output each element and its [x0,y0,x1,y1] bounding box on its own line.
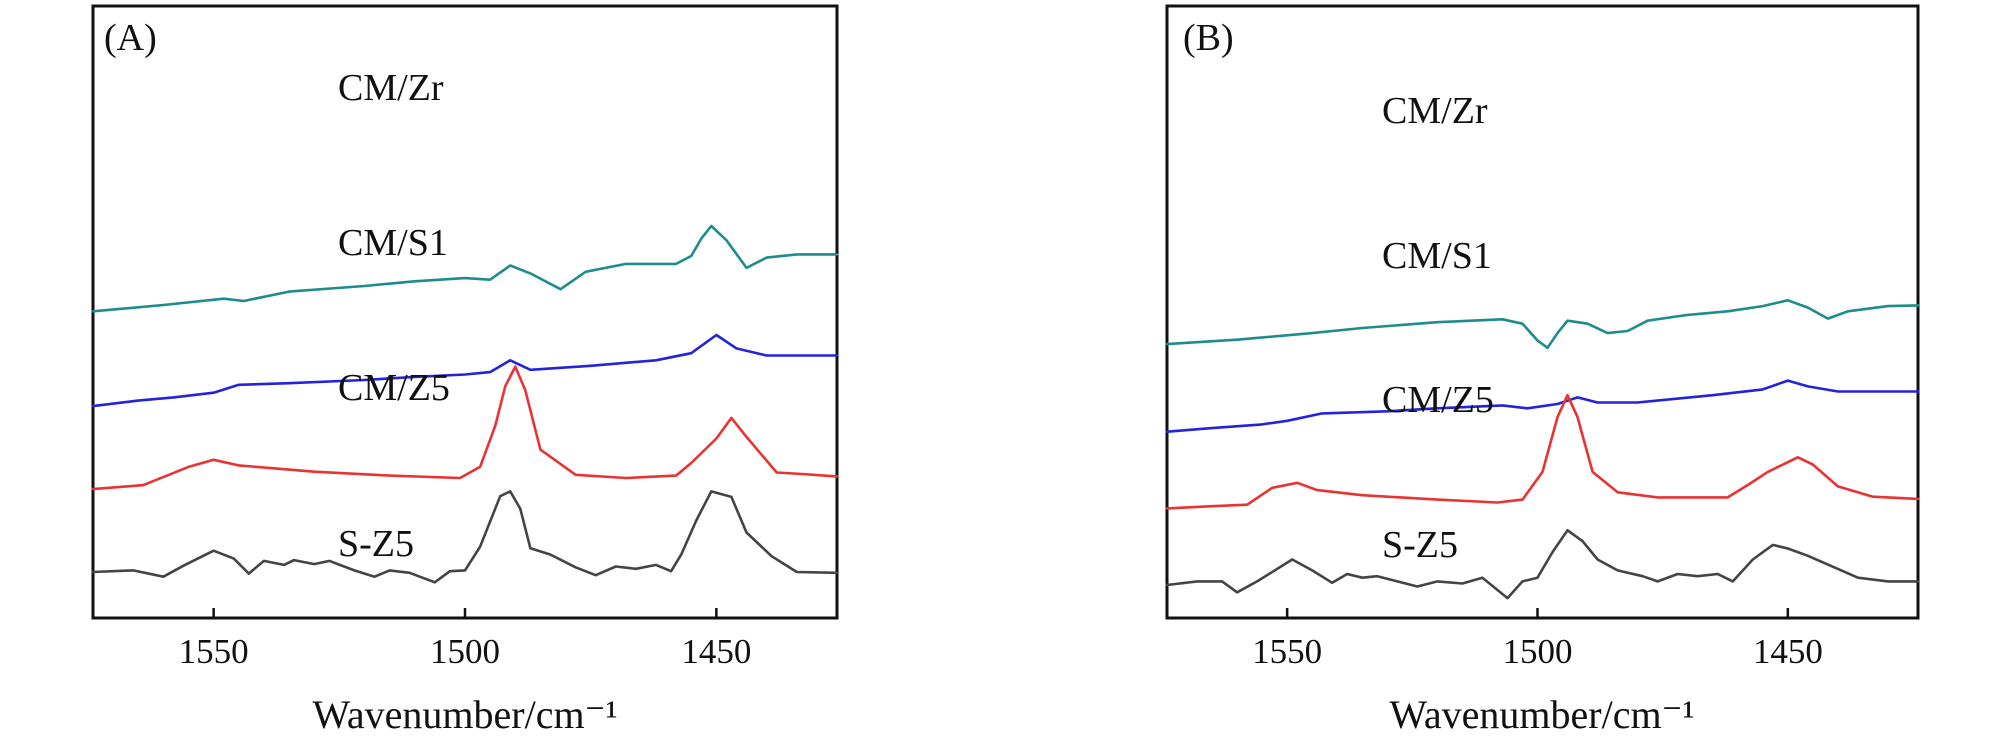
series-line-s-z5 [91,490,839,584]
panel-a-label-s-z5: S-Z5 [338,523,414,565]
x-tick-label-1550: 1550 [179,632,249,671]
series-line-cm-zr [1165,299,1920,350]
panel-b-label-cm-zr: CM/Zr [1382,90,1488,132]
series-line-cm-s1 [1165,379,1920,433]
x-tick-label-1500: 1500 [430,632,500,671]
series-line-cm-s1 [91,333,839,408]
x-tick-label-1450: 1450 [1753,632,1823,671]
panel-b-label-cm-z5: CM/Z5 [1382,379,1494,421]
panel-a-x-axis-label: Wavenumber/cm⁻¹ [312,692,617,737]
panel-a-label: (A) [104,17,157,59]
panel-a-ticks: 1550 1500 1450 [179,608,751,671]
x-tick-label-1500: 1500 [1502,632,1572,671]
series-line-s-z5 [1165,529,1920,600]
panel-b-label: (B) [1183,17,1234,59]
panel-a-label-cm-s1: CM/S1 [338,222,448,264]
x-tick-label-1450: 1450 [681,632,751,671]
panel-b-series [1165,299,1920,600]
panel-a-series [91,224,839,584]
panel-a: (A) 1550 1500 1450 CM/Zr CM/S1 CM/Z5 S-Z5 … [91,4,839,737]
panel-a-frame [91,4,839,620]
panel-a-label-cm-zr: CM/Zr [338,67,444,109]
panel-a-label-cm-z5: CM/Z5 [338,367,450,409]
series-line-cm-z5 [1165,393,1920,510]
panel-b-ticks: 1550 1500 1450 [1252,608,1823,671]
series-line-cm-z5 [91,365,839,491]
panel-b-x-axis-label: Wavenumber/cm⁻¹ [1389,692,1694,737]
panel-b: (B) 1550 1500 1450 CM/Zr CM/S1 CM/Z5 S-Z5 … [1165,4,1920,737]
panel-b-label-s-z5: S-Z5 [1382,524,1458,566]
panel-b-label-cm-s1: CM/S1 [1382,235,1492,277]
series-line-cm-zr [91,224,839,313]
x-tick-label-1550: 1550 [1252,632,1322,671]
panel-b-frame [1165,4,1920,620]
